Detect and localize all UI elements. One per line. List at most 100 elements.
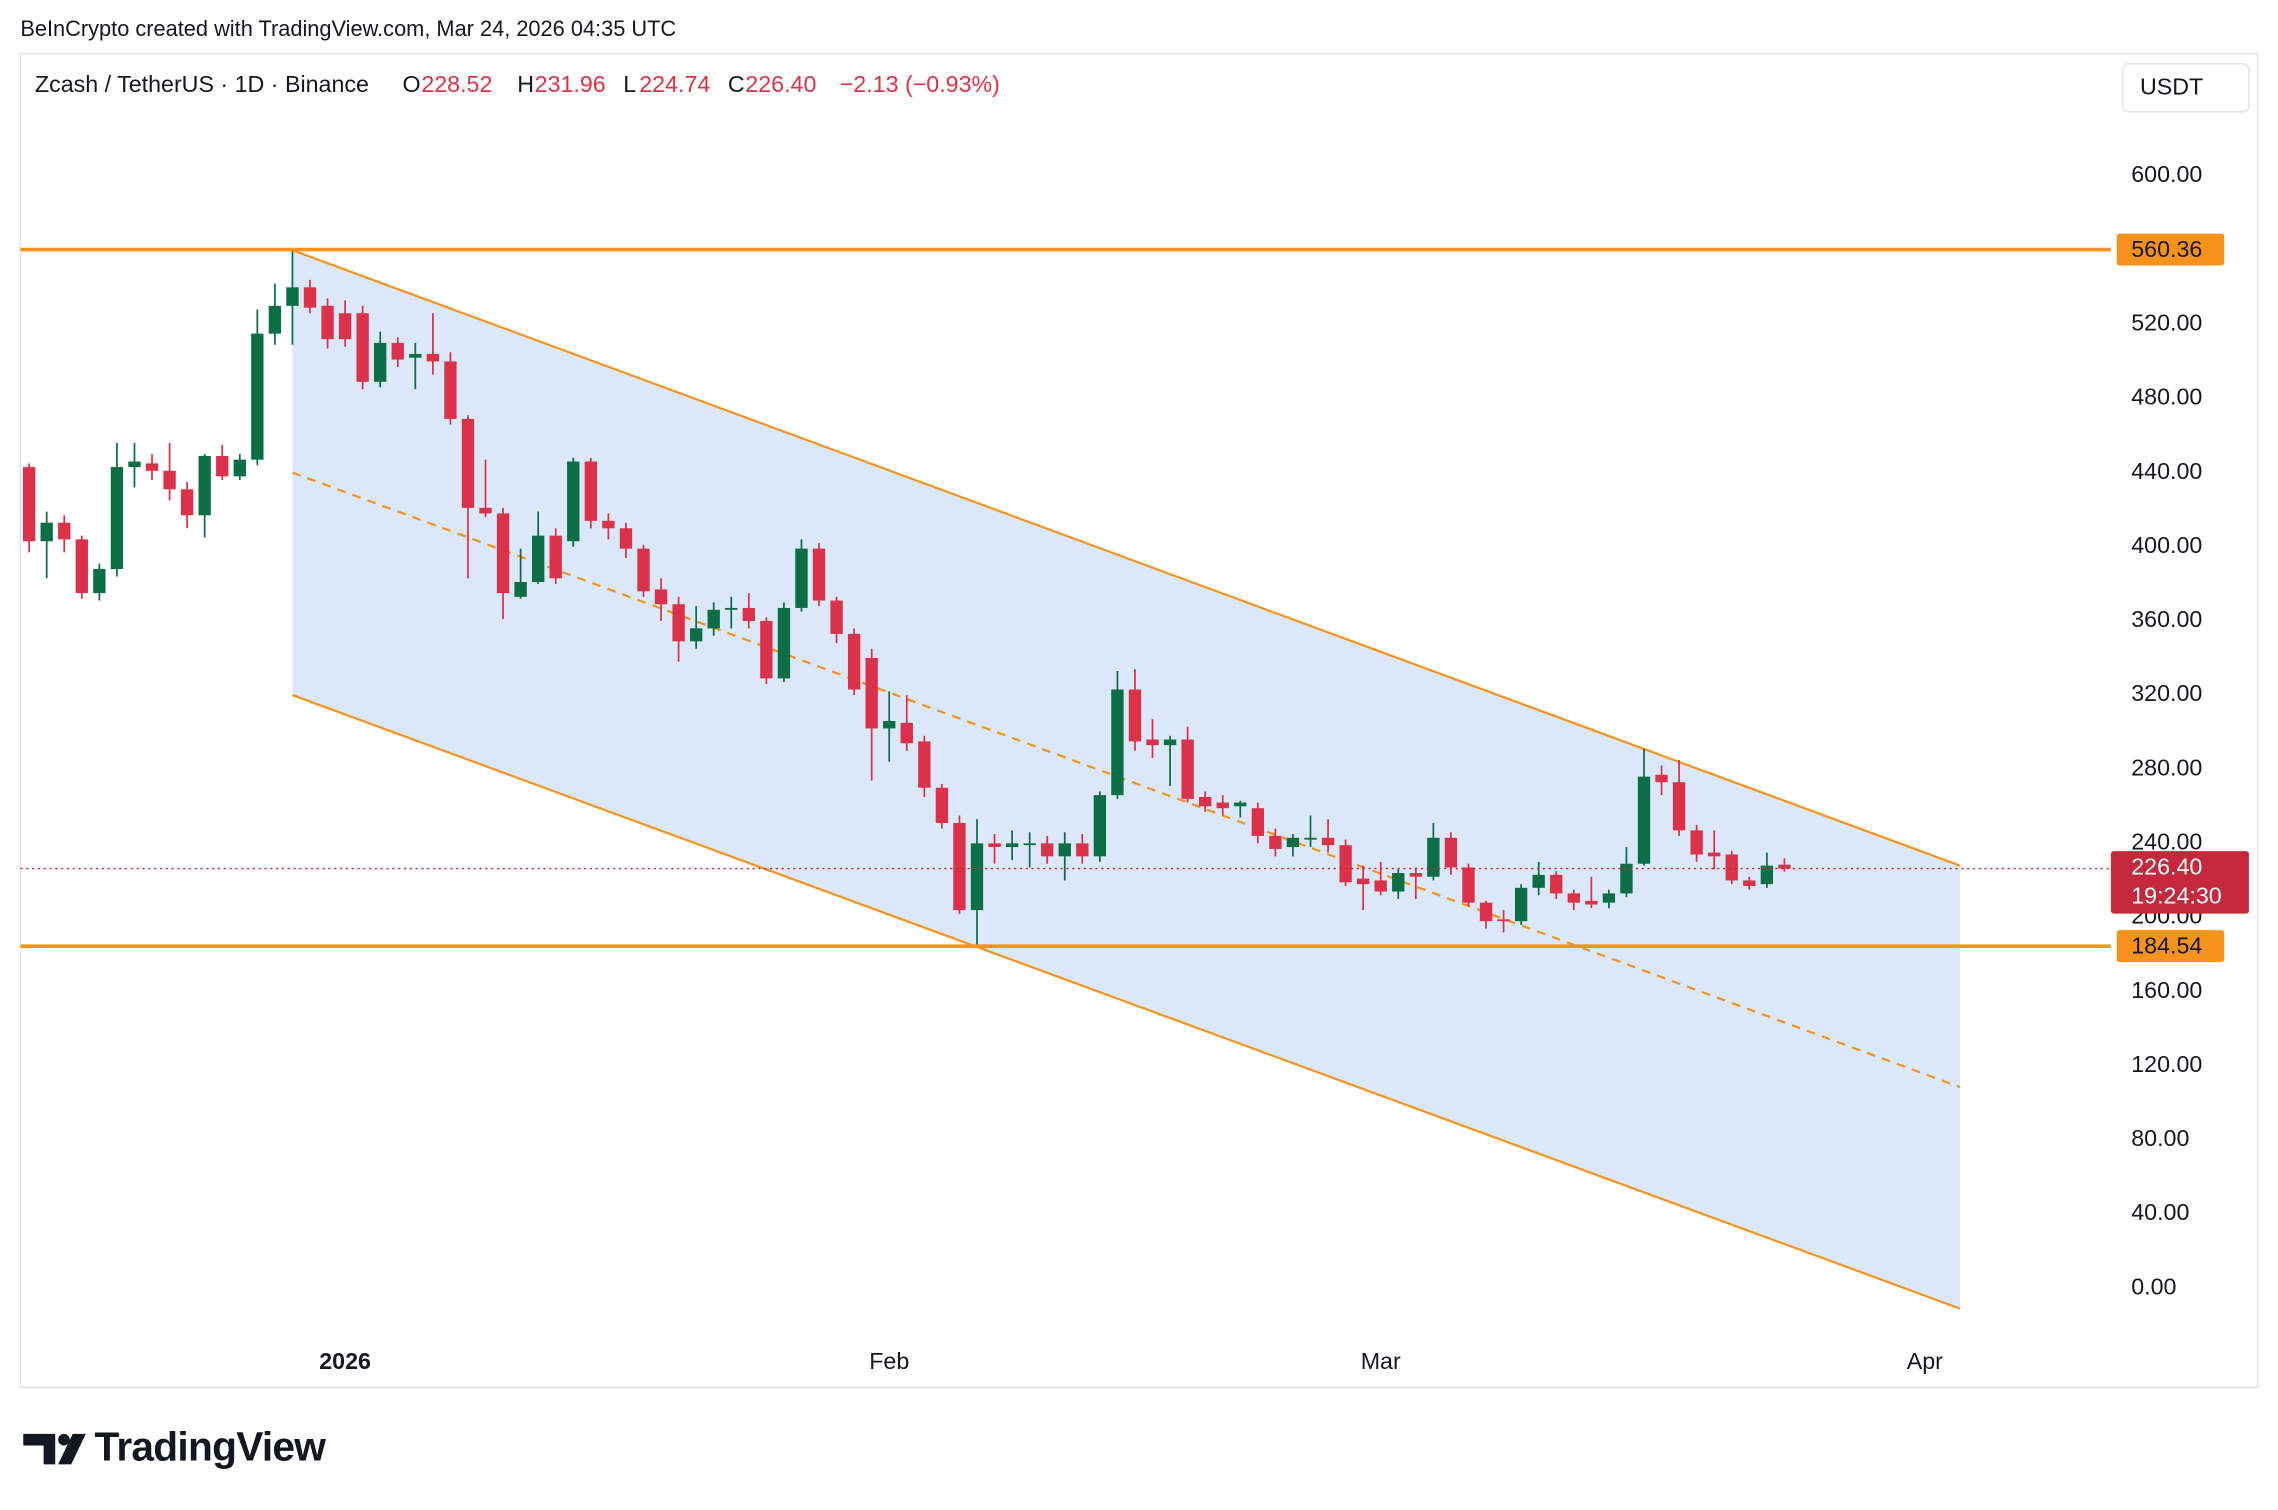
candle-body xyxy=(1216,802,1229,809)
candle-body xyxy=(40,522,53,542)
candle-body xyxy=(847,633,861,690)
candle-body xyxy=(22,467,36,542)
candle-body xyxy=(303,287,317,308)
candle-body xyxy=(1708,852,1721,857)
candle-body xyxy=(479,507,492,514)
x-tick-label: 2026 xyxy=(319,1348,371,1374)
candle-body xyxy=(356,313,369,382)
candle-body xyxy=(742,607,755,621)
overlay: 0.0040.0080.00120.00160.00200.00240.0028… xyxy=(319,161,2249,1374)
channel-middle xyxy=(292,471,1961,1089)
candle-body xyxy=(918,741,931,788)
chart-frame xyxy=(19,53,2259,1389)
candle-body xyxy=(286,287,299,306)
y-tick-label: 320.00 xyxy=(2131,680,2202,706)
candle-body xyxy=(58,522,71,540)
candle-body xyxy=(461,418,475,508)
candle-body xyxy=(1111,689,1124,796)
legend-key: L xyxy=(623,71,636,97)
level-label: 184.54 xyxy=(2131,933,2202,959)
x-tick-label: Apr xyxy=(1907,1348,1943,1374)
candle-body xyxy=(707,609,720,629)
candle-body xyxy=(1620,863,1633,894)
credit: BeInCrypto created with TradingView.com,… xyxy=(20,16,676,41)
candle-body xyxy=(1462,867,1475,903)
candle-body xyxy=(883,721,896,729)
candle-body xyxy=(1041,843,1054,857)
candle-body xyxy=(777,607,791,679)
candle-body xyxy=(935,787,949,823)
candle-body xyxy=(1286,837,1300,848)
candle-body xyxy=(110,467,124,570)
candle-body xyxy=(689,628,703,642)
candle-body xyxy=(865,658,878,729)
candle-body xyxy=(1023,843,1036,846)
candle-body xyxy=(198,455,211,516)
candle-body xyxy=(654,589,668,605)
candle-body xyxy=(567,461,580,542)
legend-key: H xyxy=(517,71,534,97)
candle-body xyxy=(409,354,422,358)
candle-body xyxy=(970,843,984,911)
candle-body xyxy=(128,461,141,468)
candle-body xyxy=(1444,837,1458,868)
y-tick-label: 80.00 xyxy=(2131,1125,2189,1151)
legend-value: 228.52 xyxy=(421,71,492,97)
candle-body xyxy=(1181,739,1194,799)
candle-body xyxy=(1743,880,1756,886)
y-tick-label: 520.00 xyxy=(2131,310,2202,336)
candle-body xyxy=(514,582,527,597)
candle-body xyxy=(1251,808,1265,836)
candle-body xyxy=(1427,837,1440,877)
candle-body xyxy=(1005,843,1019,848)
y-tick-label: 360.00 xyxy=(2131,606,2202,632)
y-tick-label: 120.00 xyxy=(2131,1051,2202,1077)
channel-lower xyxy=(292,694,1961,1310)
candle-body xyxy=(830,600,843,634)
channel-upper xyxy=(292,249,1961,867)
candle-body xyxy=(75,539,88,594)
legend-value: 224.74 xyxy=(639,71,710,97)
candle-body xyxy=(1374,880,1387,892)
currency-box[interactable] xyxy=(2121,63,2250,113)
candle-body xyxy=(1514,887,1528,922)
y-tick-label: 600.00 xyxy=(2131,161,2202,187)
y-tick-label: 480.00 xyxy=(2131,384,2202,410)
candle-body xyxy=(812,548,826,601)
candle-body xyxy=(1058,843,1071,857)
candle-body xyxy=(216,455,229,477)
candle-body xyxy=(1567,893,1580,903)
legend-value: 231.96 xyxy=(535,71,606,97)
candle-body xyxy=(374,342,387,382)
x-tick-label: Feb xyxy=(869,1348,909,1374)
level-label-box xyxy=(2116,930,2225,963)
candle-body xyxy=(1497,919,1510,922)
legend-value: 226.40 xyxy=(745,71,816,97)
level-label-box xyxy=(2116,233,2225,266)
legend-key: C xyxy=(728,71,745,97)
candle-body xyxy=(251,333,264,460)
candle-body xyxy=(180,489,194,516)
candle-body xyxy=(1321,837,1335,846)
candle-body xyxy=(988,843,1001,848)
candle-body xyxy=(672,604,685,642)
candle-body xyxy=(1637,776,1651,864)
candle-body xyxy=(602,520,615,529)
candle-body xyxy=(1585,900,1598,905)
candle-body xyxy=(163,470,176,490)
currency[interactable]: USDT xyxy=(2140,74,2203,100)
y-tick-label: 400.00 xyxy=(2131,532,2202,558)
plot-area xyxy=(20,247,2111,1310)
candle-body xyxy=(760,620,773,679)
logo-icon xyxy=(23,1433,86,1465)
candle-body xyxy=(1234,802,1247,807)
candle-body xyxy=(953,822,966,911)
candle-body xyxy=(1128,689,1142,742)
candle-body xyxy=(496,513,510,594)
candle-body xyxy=(1146,739,1159,746)
candle-body xyxy=(338,313,352,340)
candle-body xyxy=(549,535,562,579)
y-tick-label: 240.00 xyxy=(2131,828,2202,854)
candle-body xyxy=(1356,878,1370,885)
